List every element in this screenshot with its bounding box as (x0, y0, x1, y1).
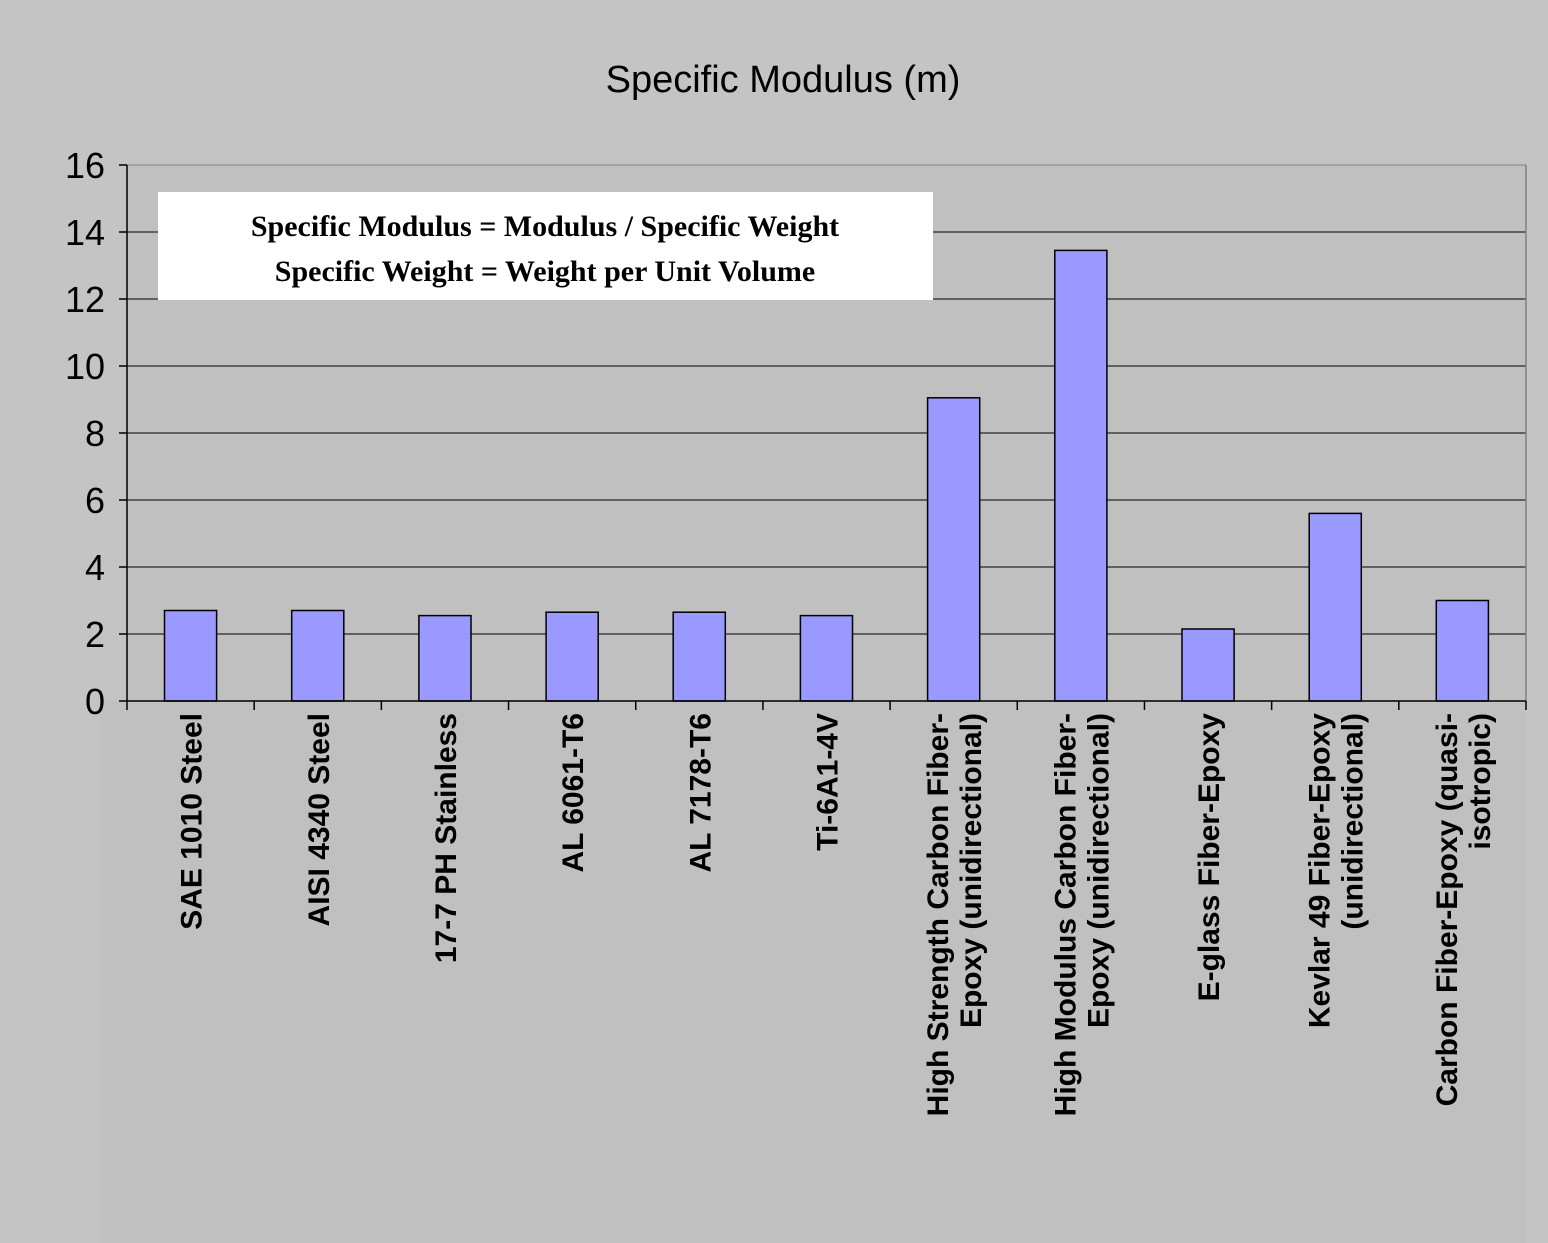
bar-5 (799, 614, 854, 702)
bar-2 (418, 614, 472, 702)
y-tick-label: 8 (85, 413, 105, 454)
category-label-7: High Modulus Carbon Fiber-Epoxy (unidire… (1049, 713, 1115, 1116)
category-label-10: Carbon Fiber-Epoxy (quasi-isotropic) (1431, 713, 1497, 1106)
y-tick-label: 14 (65, 212, 105, 253)
bar-3 (545, 611, 599, 702)
category-label-3: AL 6061-T6 (557, 713, 590, 873)
category-label-line: SAE 1010 Steel (176, 713, 209, 930)
annotation-background (158, 192, 933, 300)
bar-10 (1435, 599, 1490, 702)
bar-1 (290, 609, 345, 702)
chart-title: Specific Modulus (m) (606, 59, 961, 101)
bar-0 (163, 609, 218, 702)
category-label-area (100, 701, 1526, 1243)
y-tick-label: 4 (85, 547, 105, 588)
bar-7 (1054, 249, 1108, 702)
category-label-4: AL 7178-T6 (684, 713, 717, 873)
category-label-line: (unidirectional) (1337, 713, 1370, 930)
category-label-line: Ti-6A1-4V (812, 713, 845, 851)
category-label-9: Kevlar 49 Fiber-Epoxy(unidirectional) (1304, 713, 1370, 1028)
y-tick-label: 6 (85, 480, 105, 521)
category-label-8: E-glass Fiber-Epoxy (1193, 713, 1226, 1002)
category-label-line: Epoxy (unidirectional) (955, 713, 988, 1028)
category-label-line: isotropic) (1464, 713, 1497, 850)
annotation-line-1: Specific Modulus = Modulus / Specific We… (251, 210, 839, 243)
y-tick-labels: 0 2 4 6 8 10 12 14 16 (65, 145, 105, 722)
category-label-line: High Strength Carbon Fiber- (922, 713, 955, 1116)
category-label-line: 17-7 PH Stainless (430, 713, 463, 963)
category-label-line: AISI 4340 Steel (303, 713, 336, 926)
category-labels: SAE 1010 Steel AISI 4340 Steel 17-7 PH Sta… (176, 713, 1497, 1117)
y-tick-label: 12 (65, 279, 105, 320)
bar-4 (672, 611, 727, 702)
category-label-line: High Modulus Carbon Fiber- (1049, 713, 1082, 1116)
category-label-line: Epoxy (unidirectional) (1082, 713, 1115, 1028)
bar-8 (1181, 628, 1235, 702)
y-tick-label: 2 (85, 614, 105, 655)
category-label-line: E-glass Fiber-Epoxy (1193, 713, 1226, 1002)
annotation-line-2: Specific Weight = Weight per Unit Volume (275, 255, 815, 288)
category-label-line: AL 6061-T6 (557, 713, 590, 873)
category-label-line: AL 7178-T6 (684, 713, 717, 873)
category-label-0: SAE 1010 Steel (176, 713, 209, 930)
category-label-6: High Strength Carbon Fiber-Epoxy (unidir… (922, 713, 988, 1116)
axes (119, 164, 1527, 710)
y-tick-label: 16 (65, 145, 105, 186)
y-tick-label: 0 (85, 681, 105, 722)
category-label-line: Kevlar 49 Fiber-Epoxy (1304, 713, 1337, 1028)
category-label-1: AISI 4340 Steel (303, 713, 336, 926)
category-label-5: Ti-6A1-4V (812, 713, 845, 851)
bar-6 (926, 397, 981, 702)
category-label-2: 17-7 PH Stainless (430, 713, 463, 963)
annotation-box: Specific Modulus = Modulus / Specific We… (158, 192, 933, 300)
y-tick-label: 10 (65, 346, 105, 387)
bars (163, 249, 1490, 702)
bar-9 (1308, 512, 1363, 702)
category-label-line: Carbon Fiber-Epoxy (quasi- (1431, 713, 1464, 1106)
